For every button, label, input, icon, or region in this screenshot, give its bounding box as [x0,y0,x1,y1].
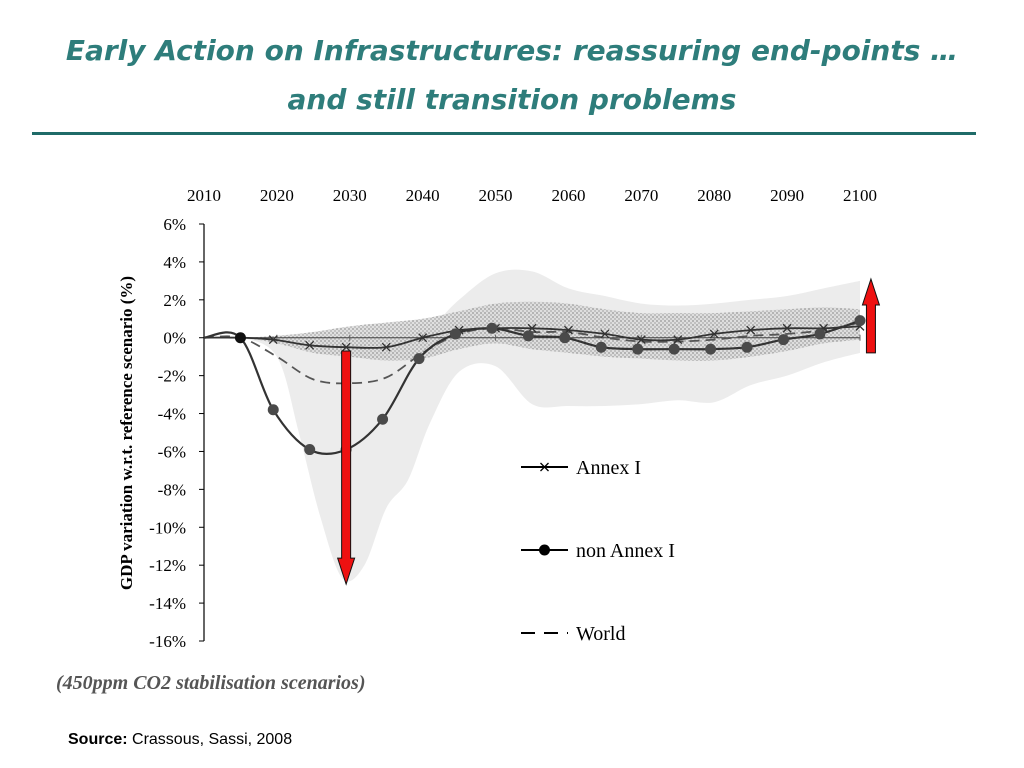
series-point [268,335,278,345]
arrow-down [336,350,356,586]
range-bands [204,269,860,582]
series-point [746,325,756,335]
series-point [381,342,391,352]
legend-item: World [521,623,626,645]
source-text: Crassous, Sassi, 2008 [127,731,293,748]
series-point [668,343,680,355]
series-point [305,340,315,350]
y-tick-label: -8% [158,480,186,499]
series-point [418,333,428,343]
legend-item: Annex I [521,457,641,479]
x-tick-label: 2100 [843,186,877,205]
series-point [486,322,498,334]
y-tick-label: 4% [163,253,186,272]
x-tick-label: 2010 [187,186,221,205]
x-tick-label: 2020 [260,186,294,205]
title-line-1: Early Action on Infrastructures: reassur… [65,34,959,67]
series-point [636,335,646,345]
legend: Annex I non Annex I World [521,457,675,645]
x-tick-label: 2040 [406,186,440,205]
series-point [777,334,789,346]
x-tick-label: 2060 [551,186,585,205]
series-point [854,315,866,327]
series-point [709,329,719,339]
series-point [304,444,316,456]
x-tick-label: 2070 [624,186,658,205]
series-point [782,323,792,333]
source-line: Source: Crassous, Sassi, 2008 [68,731,292,749]
y-tick-label: -6% [158,442,186,461]
y-tick-label: -16% [149,632,186,651]
legend-marker [540,462,549,472]
series-point [413,353,425,365]
series-point [705,343,717,355]
series-point [600,329,610,339]
x-tick-label: 2030 [333,186,367,205]
series-point [559,332,571,344]
series-point [449,328,461,340]
legend-item: non Annex I [521,540,675,562]
series-point [673,335,683,345]
series-point [341,342,351,352]
title-line-2: and still transition problems [287,83,737,116]
y-tick-label: 0% [163,329,186,348]
source-label: Source: [68,731,128,748]
y-tick-label: 6% [163,215,186,234]
x-tick-label: 2080 [697,186,731,205]
legend-label: non Annex I [576,540,675,562]
scenario-note: (450ppm CO2 stabilisation scenarios) [56,672,366,694]
y-tick-label: -4% [158,405,186,424]
y-tick-label: 2% [163,291,186,310]
y-axis-label: GDP variation w.r.t. reference scenario … [117,276,136,590]
y-tick-label: -10% [149,518,186,537]
x-tick-label: 2050 [479,186,513,205]
title-divider [32,132,976,135]
series-point [814,328,826,340]
legend-label: World [576,623,626,645]
y-tick-label: -12% [149,556,186,575]
series-point [267,404,279,416]
series-point [377,413,389,425]
series-point [522,330,534,342]
series-point [741,341,753,353]
arrow-up [861,277,881,354]
series-point [234,332,246,344]
axes: 6% 4% 2% 0% -2% -4% -6% -8% -10% -12% -14% -16% 2010… [149,186,877,651]
series-point [632,343,644,355]
y-tick-label: -14% [149,594,186,613]
y-tick-label: -2% [158,367,186,386]
legend-marker [539,544,550,556]
legend-label: Annex I [576,457,641,479]
series-point [595,341,607,353]
slide-title: Early Action on Infrastructures: reassur… [20,26,1004,124]
range-arrows [336,277,881,586]
x-tick-label: 2090 [770,186,804,205]
